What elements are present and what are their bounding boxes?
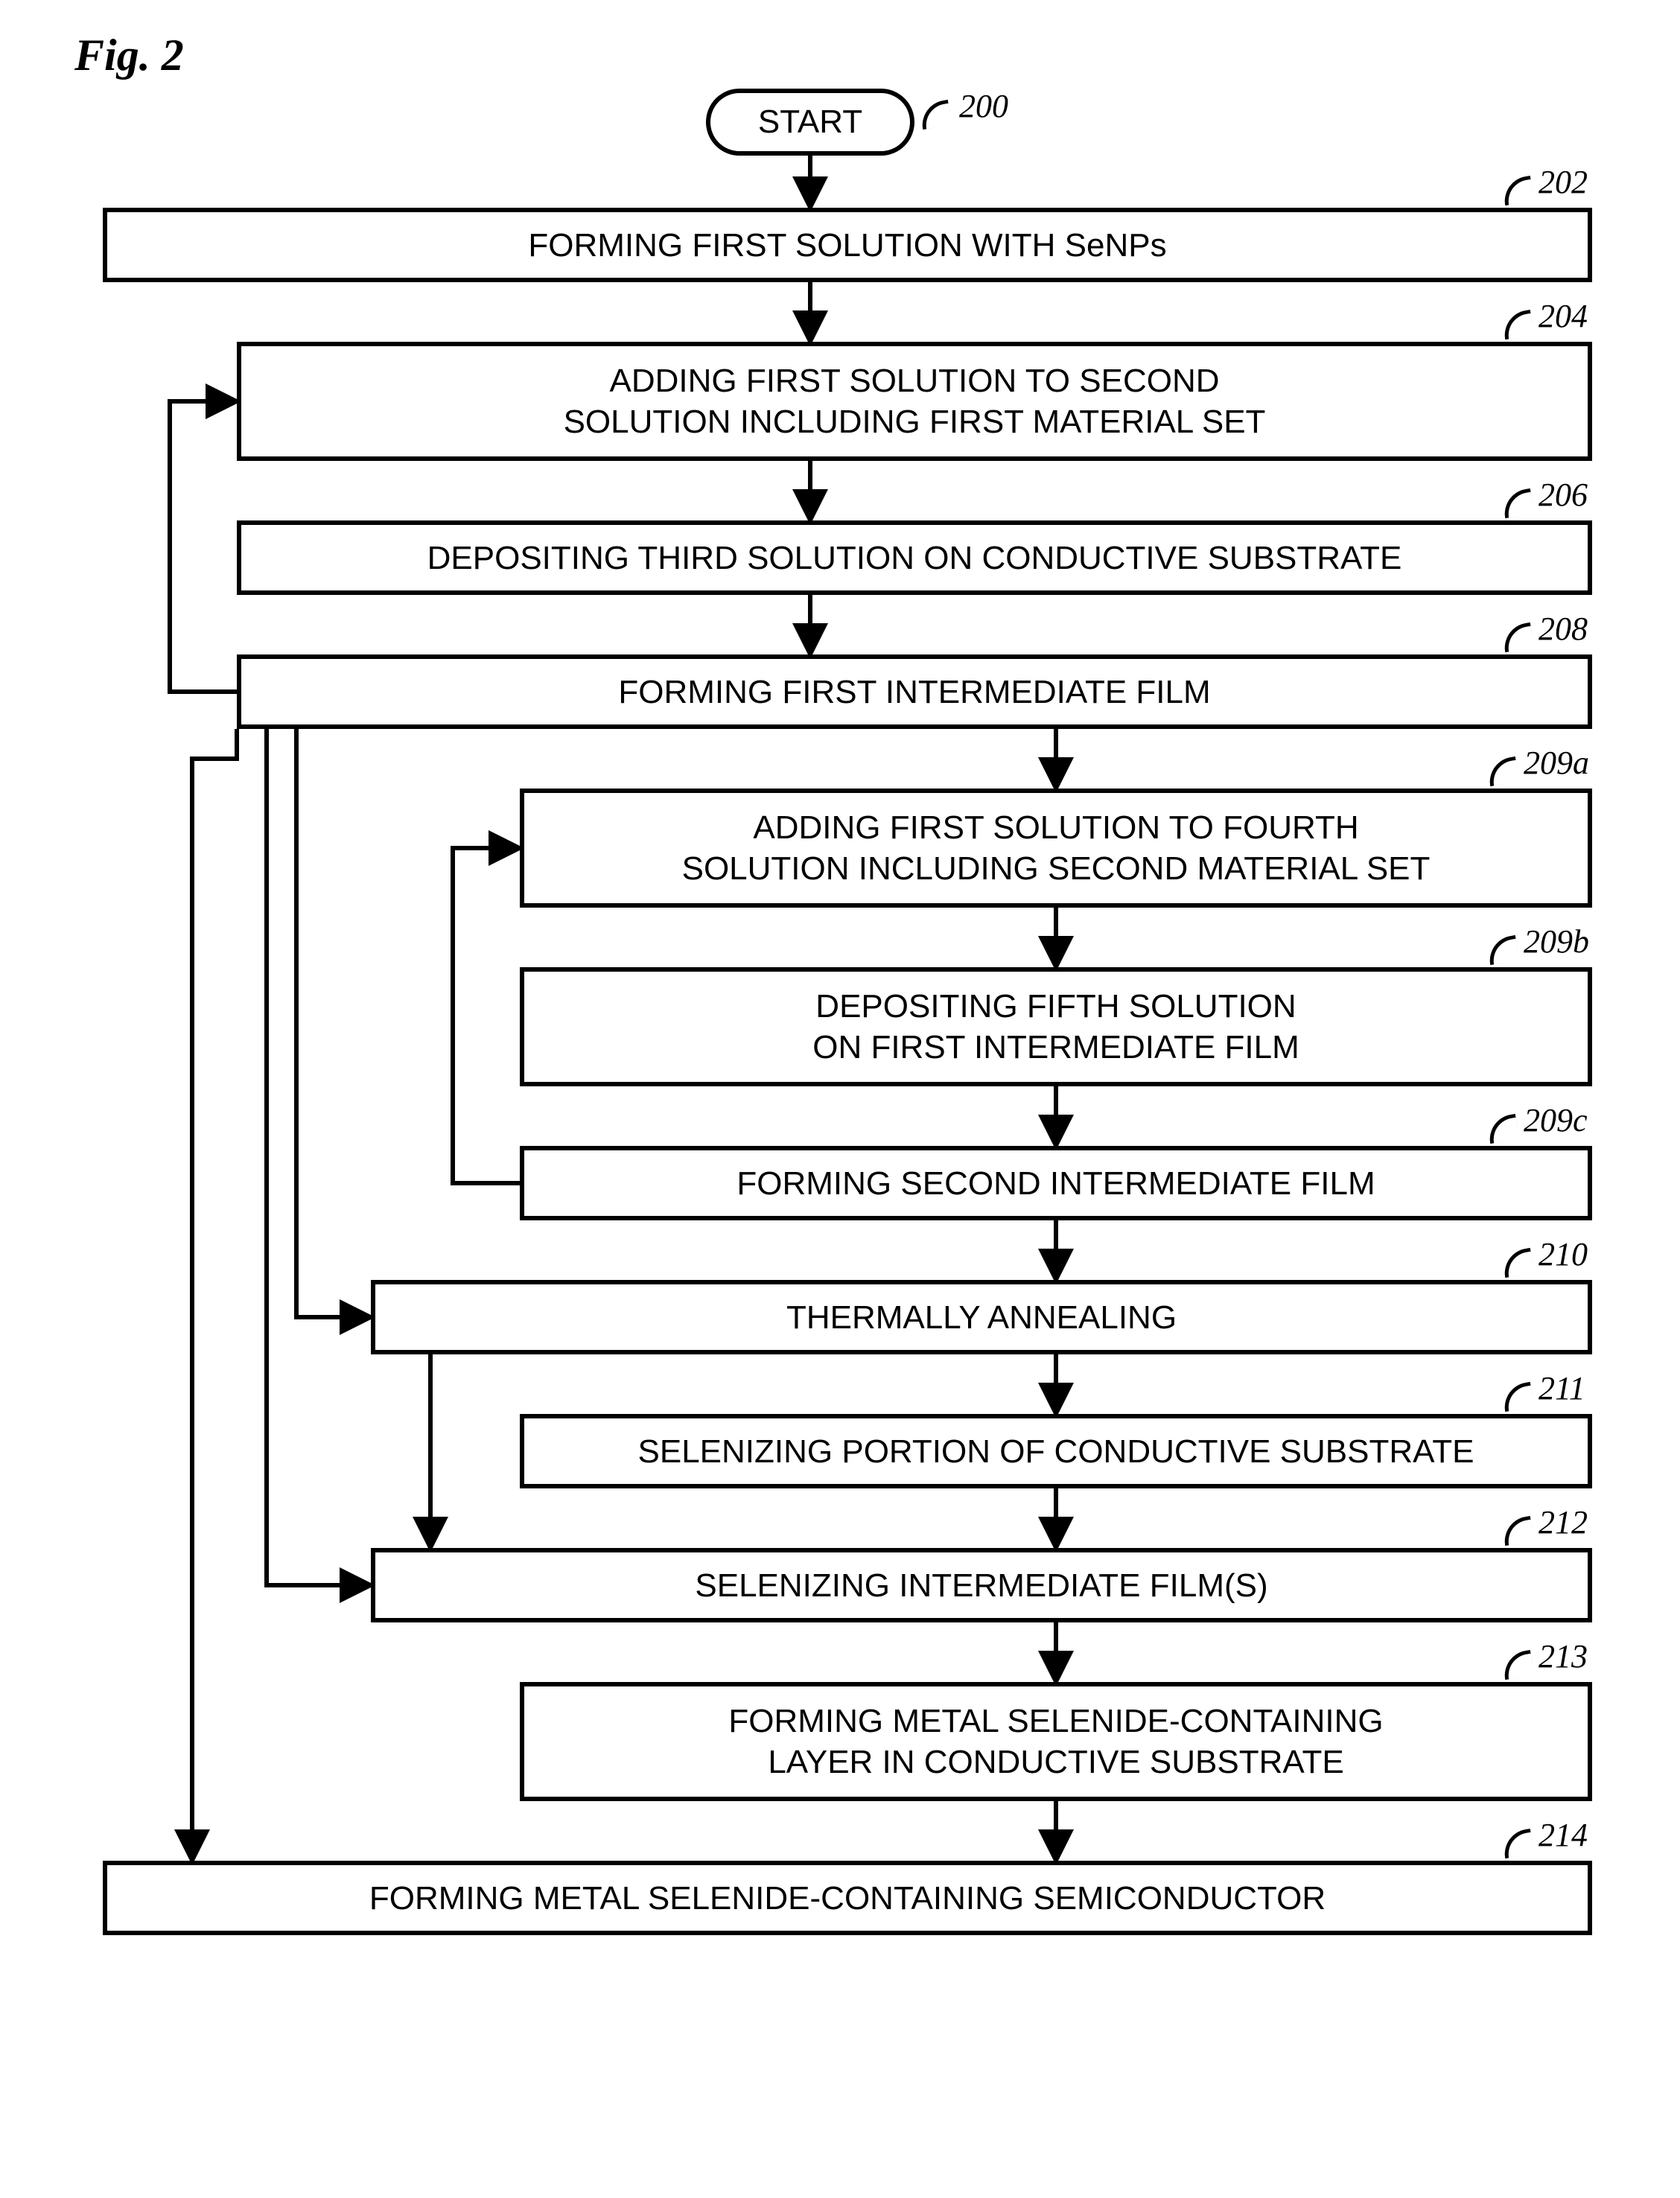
ref-curve-209a: [1486, 756, 1519, 786]
step-214-text: FORMING METAL SELENIDE-CONTAINING SEMICO…: [369, 1878, 1326, 1919]
step-209c-text: FORMING SECOND INTERMEDIATE FILM: [736, 1163, 1375, 1204]
start-label: START: [758, 103, 862, 141]
ref-curve-208: [1501, 622, 1534, 652]
ref-curve-212: [1501, 1516, 1534, 1546]
step-210-text: THERMALLY ANNEALING: [786, 1297, 1177, 1338]
step-209a: ADDING FIRST SOLUTION TO FOURTHSOLUTION …: [520, 789, 1592, 908]
figure-title: Fig. 2: [74, 30, 1650, 81]
step-212: SELENIZING INTERMEDIATE FILM(S): [371, 1548, 1592, 1622]
ref-209a: 209a: [1524, 744, 1589, 782]
ref-206: 206: [1539, 476, 1588, 514]
step-209a-text: ADDING FIRST SOLUTION TO FOURTHSOLUTION …: [682, 807, 1431, 889]
step-204: ADDING FIRST SOLUTION TO SECONDSOLUTION …: [237, 342, 1592, 461]
ref-209b: 209b: [1524, 923, 1589, 961]
ref-212: 212: [1539, 1503, 1588, 1541]
step-206: DEPOSITING THIRD SOLUTION ON CONDUCTIVE …: [237, 520, 1592, 595]
ref-204: 204: [1539, 297, 1588, 335]
step-209b-text: DEPOSITING FIFTH SOLUTIONON FIRST INTERM…: [812, 986, 1299, 1068]
ref-200: 200: [959, 87, 1008, 125]
ref-curve-209b: [1486, 935, 1519, 965]
step-211-text: SELENIZING PORTION OF CONDUCTIVE SUBSTRA…: [638, 1431, 1474, 1472]
ref-209c: 209c: [1524, 1101, 1588, 1139]
ref-curve-202: [1501, 176, 1534, 206]
ref-210: 210: [1539, 1235, 1588, 1273]
step-204-text: ADDING FIRST SOLUTION TO SECONDSOLUTION …: [564, 360, 1266, 442]
step-213: FORMING METAL SELENIDE-CONTAININGLAYER I…: [520, 1682, 1592, 1801]
flowchart-diagram: START 200 FORMING FIRST SOLUTION WITH Se…: [58, 89, 1622, 2136]
step-213-text: FORMING METAL SELENIDE-CONTAININGLAYER I…: [728, 1701, 1383, 1783]
ref-curve-206: [1501, 488, 1534, 518]
ref-curve-200: [918, 100, 952, 130]
step-212-text: SELENIZING INTERMEDIATE FILM(S): [695, 1565, 1267, 1606]
start-node: START: [706, 89, 914, 156]
step-208: FORMING FIRST INTERMEDIATE FILM: [237, 654, 1592, 729]
step-214: FORMING METAL SELENIDE-CONTAINING SEMICO…: [103, 1861, 1592, 1935]
ref-curve-209c: [1486, 1114, 1519, 1144]
ref-211: 211: [1539, 1369, 1585, 1407]
ref-curve-210: [1501, 1248, 1534, 1278]
ref-curve-204: [1501, 310, 1534, 340]
ref-curve-214: [1501, 1829, 1534, 1858]
step-209c: FORMING SECOND INTERMEDIATE FILM: [520, 1146, 1592, 1220]
ref-curve-211: [1501, 1382, 1534, 1412]
ref-curve-213: [1501, 1650, 1534, 1680]
step-211: SELENIZING PORTION OF CONDUCTIVE SUBSTRA…: [520, 1414, 1592, 1488]
step-209b: DEPOSITING FIFTH SOLUTIONON FIRST INTERM…: [520, 967, 1592, 1086]
ref-202: 202: [1539, 163, 1588, 201]
step-206-text: DEPOSITING THIRD SOLUTION ON CONDUCTIVE …: [427, 538, 1402, 579]
ref-208: 208: [1539, 610, 1588, 648]
step-210: THERMALLY ANNEALING: [371, 1280, 1592, 1354]
step-208-text: FORMING FIRST INTERMEDIATE FILM: [618, 672, 1210, 713]
ref-213: 213: [1539, 1637, 1588, 1675]
step-202: FORMING FIRST SOLUTION WITH SeNPs: [103, 208, 1592, 282]
step-202-text: FORMING FIRST SOLUTION WITH SeNPs: [528, 225, 1166, 266]
ref-214: 214: [1539, 1816, 1588, 1854]
